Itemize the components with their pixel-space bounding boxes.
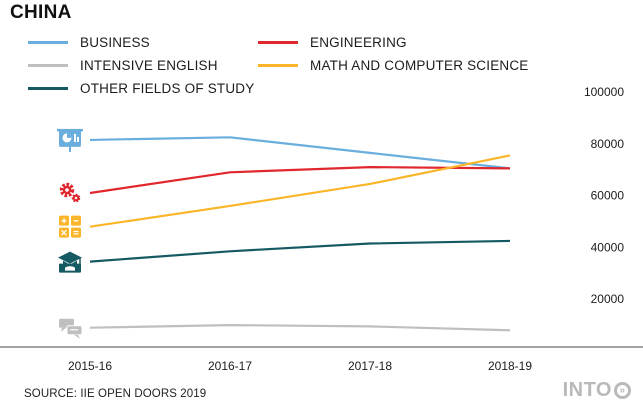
legend-item-engineering: ENGINEERING [258, 35, 407, 50]
legend-swatch-math-cs [258, 64, 298, 67]
brand-logo: INTO » [563, 379, 631, 402]
x-tick-label: 2018-19 [488, 359, 532, 373]
y-tick-label: 80000 [591, 137, 625, 151]
series-line [89, 324, 511, 332]
graduation-cap-icon [58, 251, 82, 273]
legend-label-other-fields: OTHER FIELDS OF STUDY [80, 81, 255, 96]
x-tick-label: 2016-17 [208, 359, 252, 373]
y-tick-label: 20000 [591, 292, 625, 306]
y-tick-label: 100000 [584, 85, 624, 99]
legend-swatch-intensive-english [28, 64, 68, 67]
legend-item-other-fields: OTHER FIELDS OF STUDY [28, 81, 254, 96]
y-tick-label: 60000 [591, 189, 625, 203]
y-tick-label: 40000 [591, 240, 625, 254]
legend-swatch-business [28, 41, 68, 44]
legend-swatch-other-fields [28, 87, 68, 90]
series-line [89, 166, 511, 195]
brand-text: INTO [562, 379, 612, 401]
calculator-icon [59, 215, 81, 238]
chat-bubbles-icon [59, 318, 83, 339]
x-tick-label: 2015-16 [68, 359, 112, 373]
legend: BUSINESS ENGINEERING INTENSIVE ENGLISH M… [0, 0, 643, 100]
legend-item-math-cs: MATH AND COMPUTER SCIENCE [258, 58, 529, 73]
legend-label-business: BUSINESS [80, 35, 150, 50]
x-tick-label: 2017-18 [348, 359, 392, 373]
legend-swatch-engineering [258, 41, 298, 44]
legend-label-math-cs: MATH AND COMPUTER SCIENCE [310, 58, 529, 73]
gears-icon [59, 182, 81, 203]
brand-chevron-icon: » [614, 382, 631, 399]
series-line [89, 239, 511, 263]
brand-symbol: » [619, 384, 626, 396]
series-line [89, 136, 511, 170]
legend-label-engineering: ENGINEERING [310, 35, 407, 50]
chart-title: CHINA [10, 2, 72, 23]
series-line [89, 154, 511, 228]
legend-item-intensive-english: INTENSIVE ENGLISH [28, 58, 218, 73]
legend-label-intensive-english: INTENSIVE ENGLISH [80, 58, 218, 73]
legend-item-business: BUSINESS [28, 35, 150, 50]
source-note: SOURCE: IIE OPEN DOORS 2019 [24, 388, 207, 400]
presentation-chart-icon [57, 128, 83, 152]
